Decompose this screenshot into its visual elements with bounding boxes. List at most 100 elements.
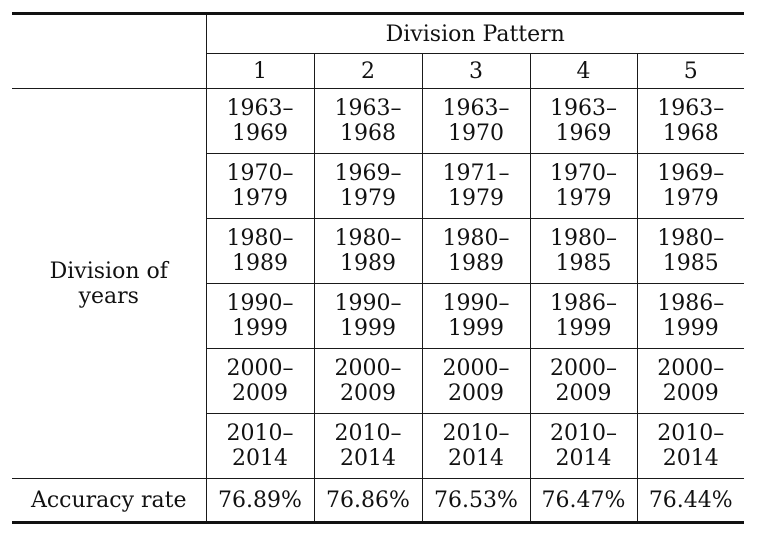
division-cell: 2000– 2009 <box>421 348 531 414</box>
year-start: 1980– <box>657 226 725 251</box>
year-start: 1980– <box>226 226 294 251</box>
division-cell: 1970– 1979 <box>205 153 315 219</box>
division-cell: 1986– 1999 <box>529 283 638 349</box>
row-label-line-2: years <box>78 283 139 309</box>
division-cell: 1963– 1969 <box>529 88 638 154</box>
header-row-group: Division Pattern <box>12 12 745 89</box>
division-cell: 1969– 1979 <box>313 153 423 219</box>
accuracy-rate-label: Accuracy rate <box>12 478 207 524</box>
year-end: 2009 <box>340 381 396 406</box>
table-row: 2010– 2014 2010– 2014 2010– 2014 2010– 2014 … <box>12 413 745 479</box>
year-start: 1980– <box>334 226 402 251</box>
accuracy-value-1: 76.89% <box>205 478 315 524</box>
table-row: 1990– 1999 1990– 1999 1990– 1999 1986– 1999 … <box>12 283 745 349</box>
division-cell: 2010– 2014 <box>421 413 531 479</box>
year-start: 1963– <box>334 96 402 121</box>
year-start: 2010– <box>550 421 617 446</box>
year-start: 1963– <box>226 96 294 121</box>
year-end: 1968 <box>340 121 396 146</box>
division-cell: 1980– 1989 <box>205 218 315 284</box>
division-cell: 1970– 1979 <box>529 153 638 219</box>
year-start: 1986– <box>657 291 725 316</box>
division-cell: 1980– 1989 <box>313 218 423 284</box>
division-cell: 2000– 2009 <box>529 348 638 414</box>
corner-cell <box>12 12 207 89</box>
year-end: 2009 <box>232 381 288 406</box>
division-cell: 2010– 2014 <box>205 413 315 479</box>
year-end: 1969 <box>555 121 612 146</box>
year-end: 1999 <box>448 316 504 341</box>
pattern-header-4: 4 <box>529 53 638 89</box>
year-start: 1963– <box>442 96 510 121</box>
year-end: 2014 <box>662 446 719 471</box>
division-cell: 2010– 2014 <box>529 413 638 479</box>
year-end: 2009 <box>555 381 612 406</box>
table-row: 2000– 2009 2000– 2009 2000– 2009 2000– 2009 … <box>12 348 745 414</box>
year-start: 2010– <box>657 421 725 446</box>
header-row-patterns: 1 2 3 4 5 <box>12 53 745 89</box>
year-start: 1980– <box>442 226 510 251</box>
year-end: 1999 <box>340 316 396 341</box>
year-start: 2000– <box>226 356 294 381</box>
year-end: 1999 <box>662 316 719 341</box>
year-start: 1990– <box>226 291 294 316</box>
year-end: 1989 <box>232 251 288 276</box>
year-start: 1970– <box>226 161 294 186</box>
year-start: 1969– <box>334 161 402 186</box>
pattern-header-3: 3 <box>421 53 531 89</box>
division-cell: 1963– 1968 <box>636 88 745 154</box>
division-cell: 1980– 1989 <box>421 218 531 284</box>
accuracy-row: Accuracy rate 76.89% 76.86% 76.53% 76.47… <box>12 478 745 524</box>
year-end: 1979 <box>340 186 396 211</box>
division-cell: 2000– 2009 <box>205 348 315 414</box>
table-row: 1970– 1979 1969– 1979 1971– 1979 1970– 1979 … <box>12 153 745 219</box>
year-end: 2009 <box>662 381 719 406</box>
year-start: 2010– <box>226 421 294 446</box>
division-cell: 1980– 1985 <box>529 218 638 284</box>
year-end: 2014 <box>232 446 288 471</box>
year-end: 1979 <box>232 186 288 211</box>
year-end: 1968 <box>662 121 719 146</box>
division-cell: 2000– 2009 <box>636 348 745 414</box>
year-end: 2014 <box>448 446 504 471</box>
year-start: 2010– <box>334 421 402 446</box>
year-end: 1989 <box>340 251 396 276</box>
year-end: 1969 <box>232 121 288 146</box>
year-start: 1970– <box>550 161 617 186</box>
division-cell: 1986– 1999 <box>636 283 745 349</box>
division-cell: 2000– 2009 <box>313 348 423 414</box>
row-label-line-1: Division of <box>49 258 168 284</box>
year-start: 2000– <box>550 356 617 381</box>
division-pattern-table: Division Pattern 1 2 3 4 5 Division of y… <box>12 12 745 524</box>
division-cell: 1990– 1999 <box>313 283 423 349</box>
year-start: 1990– <box>442 291 510 316</box>
year-end: 1999 <box>555 316 612 341</box>
year-end: 2014 <box>555 446 612 471</box>
year-start: 2000– <box>334 356 402 381</box>
pattern-header-2: 2 <box>313 53 423 89</box>
division-cell: 2010– 2014 <box>636 413 745 479</box>
pattern-header-1: 1 <box>205 53 315 89</box>
table-row: Division of years 1963– 1969 1963– 1968 19… <box>12 88 745 479</box>
year-end: 1970 <box>448 121 504 146</box>
year-end: 1985 <box>555 251 612 276</box>
year-start: 1969– <box>657 161 725 186</box>
division-of-years-label: Division of years <box>12 88 207 479</box>
year-end: 1985 <box>662 251 719 276</box>
year-end: 1979 <box>662 186 719 211</box>
division-cell: 1963– 1968 <box>313 88 423 154</box>
division-cell: 1980– 1985 <box>636 218 745 284</box>
accuracy-value-3: 76.53% <box>421 478 531 524</box>
division-cell: 1971– 1979 <box>421 153 531 219</box>
year-start: 2000– <box>657 356 725 381</box>
division-cell: 2010– 2014 <box>313 413 423 479</box>
division-cell: 1963– 1969 <box>205 88 315 154</box>
year-start: 1980– <box>550 226 617 251</box>
division-cell: 1969– 1979 <box>636 153 745 219</box>
year-end: 2009 <box>448 381 504 406</box>
year-start: 2000– <box>442 356 510 381</box>
year-start: 1971– <box>442 161 510 186</box>
accuracy-value-5: 76.44% <box>636 478 745 524</box>
year-start: 2010– <box>442 421 510 446</box>
year-start: 1963– <box>657 96 725 121</box>
